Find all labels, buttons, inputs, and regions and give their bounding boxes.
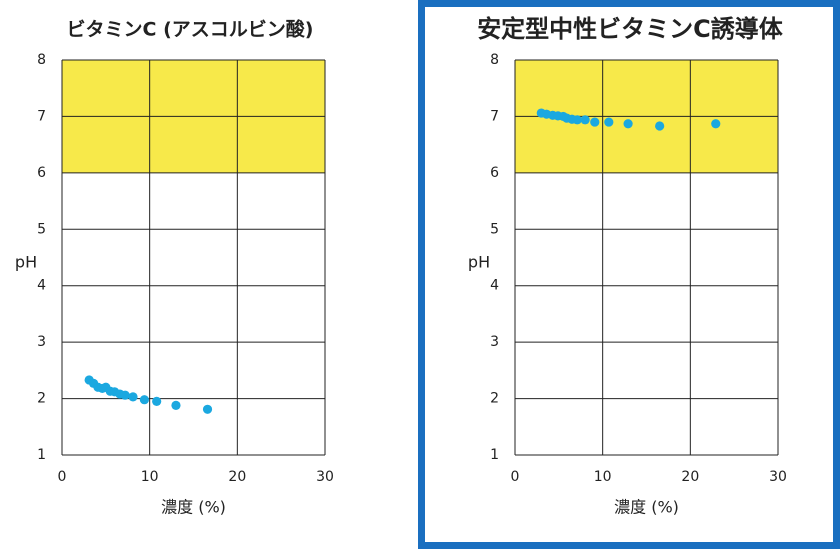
y-tick-label: 8 — [490, 52, 499, 68]
point — [128, 392, 138, 402]
y-axis-label: pH — [468, 253, 490, 272]
y-tick-label: 7 — [37, 108, 46, 124]
chart-title: ビタミンC (アスコルビン酸) — [67, 18, 314, 41]
x-tick-label: 20 — [681, 469, 699, 485]
point — [655, 121, 665, 131]
y-tick-label: 4 — [490, 278, 499, 294]
y-tick-label: 3 — [490, 334, 499, 350]
y-tick-label: 2 — [37, 391, 46, 407]
y-tick-label: 7 — [490, 108, 499, 124]
point — [202, 404, 213, 414]
y-tick-label: 4 — [37, 278, 46, 294]
y-tick-label: 8 — [37, 52, 46, 68]
point — [623, 119, 633, 129]
x-tick-label: 10 — [594, 469, 612, 485]
point — [711, 119, 721, 129]
y-tick-label: 5 — [490, 221, 499, 237]
y-tick-label: 5 — [37, 221, 46, 237]
y-tick-label: 6 — [490, 165, 499, 181]
point — [139, 395, 150, 405]
x-axis-label: 濃度 (%) — [161, 498, 226, 517]
y-tick-label: 6 — [37, 165, 46, 181]
y-tick-label: 3 — [37, 334, 46, 350]
point — [152, 396, 162, 406]
y-tick-label: 1 — [490, 447, 499, 463]
point — [171, 400, 181, 410]
x-tick-label: 0 — [58, 469, 67, 485]
x-tick-label: 20 — [228, 469, 246, 485]
y-tick-label: 2 — [490, 391, 499, 407]
x-tick-label: 0 — [511, 469, 520, 485]
point — [604, 117, 614, 127]
x-tick-label: 30 — [769, 469, 787, 485]
point — [120, 390, 130, 400]
y-axis-label: pH — [15, 253, 37, 272]
x-tick-label: 10 — [141, 469, 159, 485]
x-tick-label: 30 — [316, 469, 334, 485]
point — [572, 115, 582, 125]
x-axis-label: 濃度 (%) — [614, 498, 679, 517]
point — [590, 117, 600, 127]
chart-title: 安定型中性ビタミンC誘導体 — [477, 15, 784, 43]
highlight-frame — [418, 0, 840, 549]
point — [580, 115, 590, 125]
y-tick-label: 1 — [37, 447, 46, 463]
